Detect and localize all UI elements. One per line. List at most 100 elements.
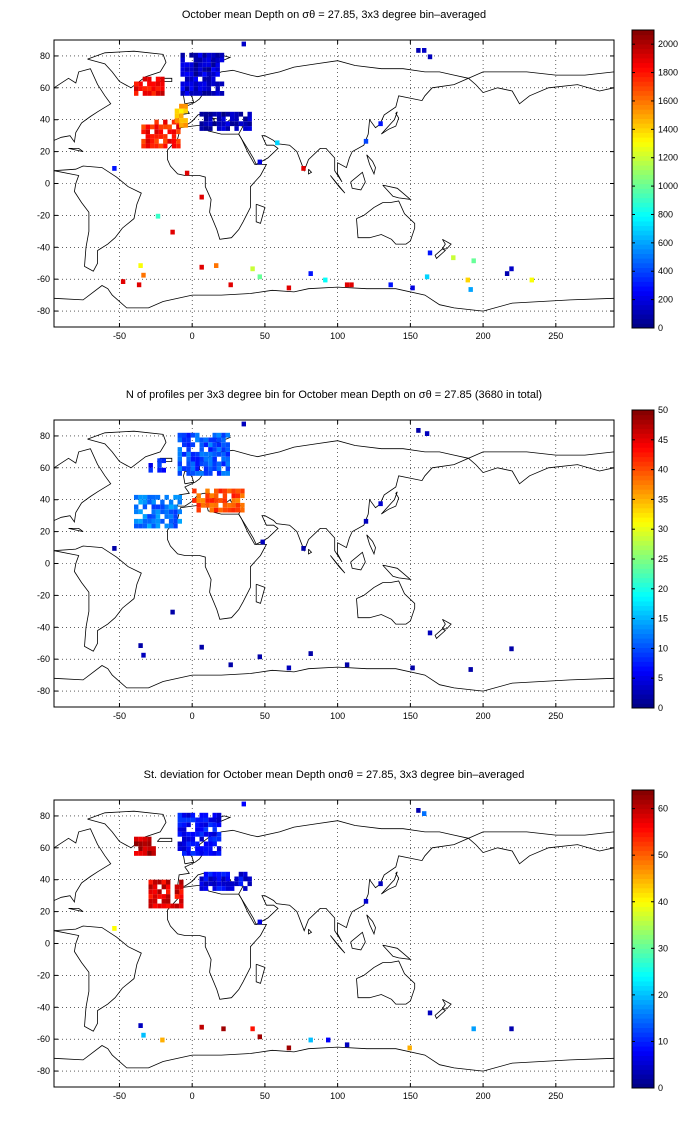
colorbar-step <box>632 628 654 634</box>
colorbar-step <box>632 451 654 458</box>
data-point <box>468 287 473 292</box>
data-bin <box>195 456 200 462</box>
colorbar-step <box>632 470 654 476</box>
data-bin <box>168 514 174 519</box>
data-bin <box>152 903 158 909</box>
colorbar-step <box>632 1078 654 1084</box>
data-bin <box>160 518 165 524</box>
data-bin <box>147 499 152 505</box>
data-bin <box>166 884 171 890</box>
data-bin <box>190 817 196 823</box>
data-bin <box>225 461 230 467</box>
data-bin <box>160 86 165 91</box>
data-bin <box>209 498 214 503</box>
colorbar-tick-label: 15 <box>658 614 668 624</box>
data-bin <box>225 432 230 438</box>
data-point <box>138 1023 143 1028</box>
data-bin <box>148 894 153 899</box>
data-bin <box>230 881 235 887</box>
data-bin <box>147 523 152 529</box>
colorbar-step <box>632 680 654 686</box>
data-point <box>363 898 369 904</box>
data-bin <box>240 507 245 513</box>
colorbar-step <box>632 934 654 940</box>
data-bin <box>161 467 166 473</box>
data-point <box>155 213 161 219</box>
colorbar-step <box>632 267 654 273</box>
data-bin <box>173 523 178 529</box>
colorbar-step <box>632 314 654 320</box>
data-bin <box>227 488 232 494</box>
data-bin <box>134 494 139 500</box>
data-bin <box>179 108 184 114</box>
data-point <box>422 48 427 53</box>
data-bin <box>151 81 156 87</box>
data-bin <box>177 846 182 851</box>
data-bin <box>142 836 148 842</box>
colorbar-step <box>632 202 654 208</box>
coastline-namerica2 <box>468 71 614 79</box>
data-bin <box>148 889 153 895</box>
data-point <box>416 808 421 813</box>
data-bin <box>238 111 244 117</box>
data-bin <box>186 437 191 443</box>
colorbar-frame <box>631 789 655 1089</box>
coastline-guinea <box>382 564 412 580</box>
colorbar-step <box>632 901 654 907</box>
data-bin <box>148 884 153 890</box>
data-bin <box>157 889 162 895</box>
colorbar-step <box>632 647 654 653</box>
data-bin <box>142 86 148 91</box>
colorbar-step <box>632 304 654 310</box>
y-tick-label: 80 <box>40 431 50 441</box>
data-bin <box>152 889 158 895</box>
data-bin <box>208 841 213 847</box>
data-bin <box>177 509 182 515</box>
colorbar-step <box>632 939 654 945</box>
data-bin <box>234 111 239 117</box>
data-bin <box>221 437 226 443</box>
colorbar-step <box>632 855 654 861</box>
colorbar-step <box>632 39 654 45</box>
data-bin <box>212 447 217 452</box>
data-bin <box>147 841 152 847</box>
data-bin <box>203 881 209 887</box>
data-bin <box>225 456 230 462</box>
data-bin <box>203 116 209 122</box>
y-tick-label: -60 <box>37 274 50 284</box>
colorbar-step <box>632 633 654 639</box>
data-bin <box>214 493 219 499</box>
data-bin <box>134 841 139 847</box>
data-bin <box>208 876 213 882</box>
coastline-namerica <box>54 68 112 144</box>
x-tick-label: 150 <box>403 711 418 721</box>
data-bin <box>190 451 196 457</box>
data-bin <box>199 822 204 828</box>
coastline-alaska <box>468 837 614 865</box>
data-bin <box>189 67 194 72</box>
data-bin <box>231 502 236 508</box>
colorbar-step <box>632 67 654 73</box>
data-bin <box>151 494 156 500</box>
data-bin <box>238 871 244 877</box>
data-bin <box>205 493 210 499</box>
colorbar-step <box>632 165 654 171</box>
data-bin <box>203 442 209 448</box>
colorbar-step <box>632 225 654 231</box>
colorbar-step <box>632 300 654 306</box>
data-bin <box>216 116 222 122</box>
data-bin <box>186 456 191 462</box>
data-point <box>344 662 350 668</box>
data-bin <box>221 116 226 122</box>
colorbar-step <box>632 1032 654 1038</box>
colorbar-step <box>632 572 654 579</box>
data-bin <box>212 456 217 462</box>
map-content <box>54 800 614 1087</box>
data-bin <box>225 876 230 882</box>
y-tick-label: -60 <box>37 1034 50 1044</box>
data-bin <box>193 76 198 82</box>
colorbar-step <box>632 258 654 264</box>
colorbar-step <box>632 493 654 499</box>
colorbar-step <box>632 906 654 912</box>
colorbar-step <box>632 859 654 865</box>
